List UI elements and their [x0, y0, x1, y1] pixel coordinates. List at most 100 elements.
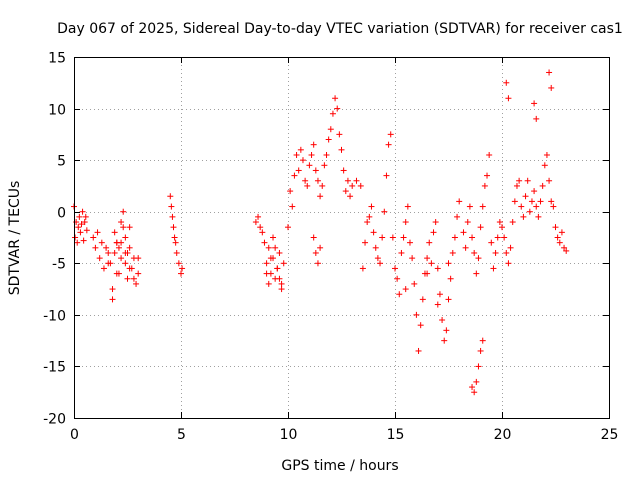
data-point	[293, 151, 300, 158]
data-point	[387, 131, 394, 138]
data-point	[499, 224, 505, 231]
data-point	[443, 327, 450, 334]
data-point	[434, 265, 441, 272]
data-point	[135, 255, 142, 262]
data-point	[419, 296, 426, 303]
data-point	[291, 172, 298, 179]
data-point	[486, 151, 493, 158]
data-point	[424, 270, 431, 277]
data-point	[524, 177, 531, 184]
data-point	[100, 265, 107, 272]
data-point	[126, 244, 133, 251]
data-point	[170, 224, 177, 231]
data-point	[317, 244, 324, 251]
data-point	[362, 239, 369, 246]
data-point	[409, 255, 416, 262]
data-point	[552, 224, 559, 231]
data-point	[342, 188, 349, 195]
data-point	[285, 224, 291, 231]
data-point	[471, 249, 478, 256]
data-point	[548, 84, 555, 91]
data-point	[299, 157, 306, 164]
data-point	[295, 167, 302, 174]
data-point	[323, 151, 330, 158]
y-tick-label: -10	[43, 309, 66, 325]
data-point	[272, 244, 279, 251]
data-point	[120, 208, 127, 215]
data-point	[548, 198, 555, 205]
data-point	[115, 244, 122, 251]
data-point	[77, 229, 84, 236]
data-point	[533, 203, 540, 210]
data-point	[531, 188, 538, 195]
data-point	[289, 203, 296, 210]
data-point	[179, 265, 186, 272]
data-point	[402, 219, 409, 226]
data-point	[314, 260, 321, 267]
data-point	[340, 167, 347, 174]
data-point	[347, 193, 354, 200]
data-point	[78, 221, 85, 228]
data-point	[503, 249, 510, 256]
data-point	[445, 296, 452, 303]
data-point	[133, 280, 140, 287]
data-point	[554, 234, 561, 241]
data-point	[469, 234, 476, 241]
data-point	[278, 286, 285, 293]
data-point	[321, 162, 328, 169]
data-point	[94, 229, 101, 236]
data-point	[173, 249, 180, 256]
data-point	[533, 115, 540, 122]
data-point	[96, 255, 103, 262]
data-point	[445, 260, 452, 267]
data-point	[327, 126, 334, 133]
x-tick-label: 5	[177, 427, 186, 443]
data-point	[81, 219, 88, 226]
data-point	[507, 244, 514, 251]
data-point	[406, 239, 413, 246]
data-point	[353, 177, 360, 184]
data-point	[276, 249, 283, 256]
data-point	[169, 213, 176, 220]
data-point	[471, 389, 478, 396]
data-point	[398, 249, 405, 256]
data-point	[312, 249, 319, 256]
x-tick-label: 20	[494, 427, 512, 443]
data-point	[511, 198, 518, 205]
data-point	[385, 141, 392, 148]
data-point	[105, 260, 112, 267]
chart-title: Day 067 of 2025, Sidereal Day-to-day VTE…	[57, 21, 623, 37]
data-point	[475, 363, 482, 370]
plot-frame	[74, 57, 610, 419]
data-point	[539, 182, 546, 189]
data-point	[120, 224, 127, 231]
data-point	[473, 378, 480, 385]
data-point	[287, 188, 294, 195]
data-point	[563, 247, 570, 254]
data-point	[261, 239, 268, 246]
data-point	[503, 79, 510, 86]
data-point	[111, 229, 118, 236]
data-point	[103, 244, 110, 251]
data-point	[167, 193, 174, 200]
x-tick-label: 15	[387, 427, 405, 443]
data-point	[171, 234, 178, 241]
x-tick-label: 10	[280, 427, 298, 443]
data-point	[464, 219, 471, 226]
data-point	[496, 219, 503, 226]
data-point	[473, 270, 480, 277]
data-point	[402, 286, 409, 293]
data-point	[516, 177, 523, 184]
data-point	[259, 229, 266, 236]
y-tick-label: 0	[57, 206, 66, 222]
data-point	[109, 286, 116, 293]
data-point	[314, 177, 321, 184]
data-point	[172, 239, 179, 246]
data-point	[484, 172, 491, 179]
data-point	[312, 167, 319, 174]
data-point	[522, 193, 529, 200]
data-point	[372, 244, 379, 251]
data-point	[537, 198, 544, 205]
data-point	[344, 177, 351, 184]
